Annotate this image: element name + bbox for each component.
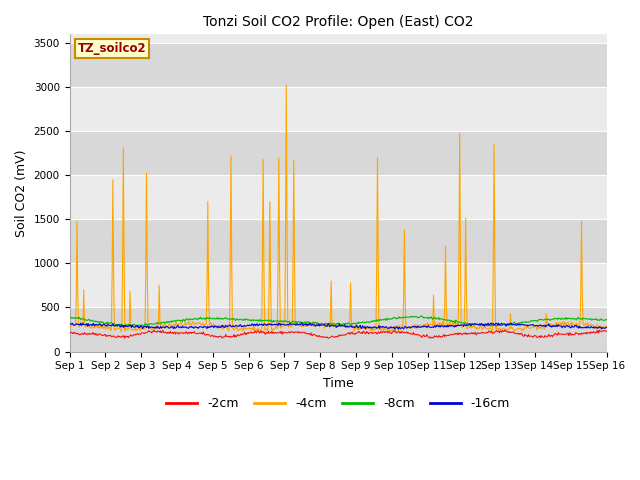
Bar <box>70 43 607 87</box>
Bar <box>70 264 607 308</box>
Y-axis label: Soil CO2 (mV): Soil CO2 (mV) <box>15 149 28 237</box>
X-axis label: Time: Time <box>323 377 354 390</box>
Bar <box>70 175 607 219</box>
Bar <box>70 219 607 264</box>
Text: TZ_soilco2: TZ_soilco2 <box>77 42 146 55</box>
Bar <box>70 87 607 131</box>
Bar <box>70 308 607 351</box>
Bar <box>70 35 607 43</box>
Legend: -2cm, -4cm, -8cm, -16cm: -2cm, -4cm, -8cm, -16cm <box>161 392 515 415</box>
Bar <box>70 131 607 175</box>
Title: Tonzi Soil CO2 Profile: Open (East) CO2: Tonzi Soil CO2 Profile: Open (East) CO2 <box>203 15 474 29</box>
